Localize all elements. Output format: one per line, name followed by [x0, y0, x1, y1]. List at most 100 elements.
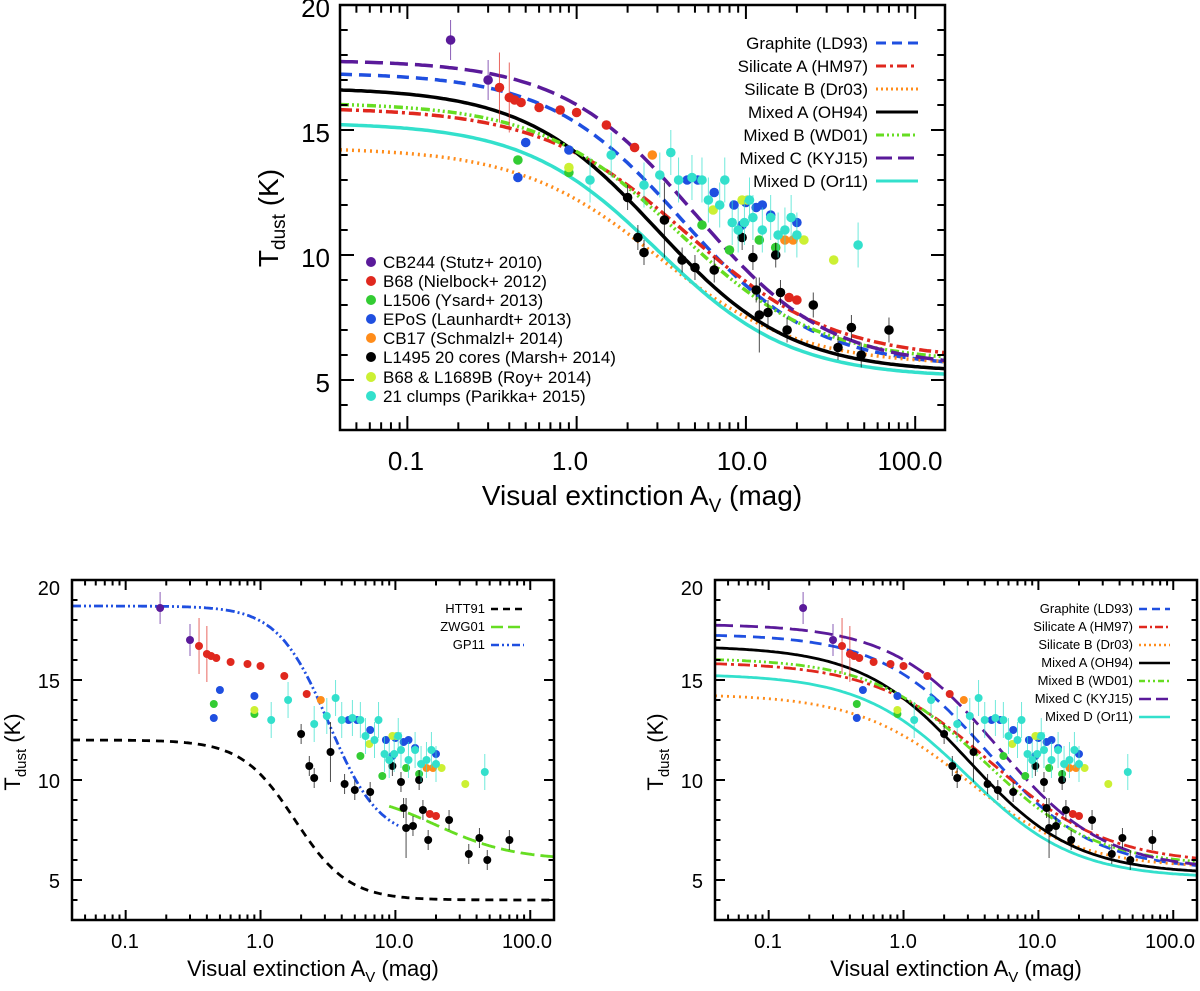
- x-tick-label-bl-2: 10.0: [375, 931, 414, 953]
- data-point-b68-br: [899, 662, 908, 670]
- y-tick-label-top-3: 20: [301, 0, 330, 23]
- data-point-parikka-top: [757, 225, 768, 235]
- legend-dot-epos: [366, 314, 376, 324]
- y-tick-label-bl-3: 20: [38, 578, 60, 600]
- x-tick-label-top-0: 0.1: [388, 446, 424, 476]
- data-point-b68-br: [945, 690, 954, 698]
- data-point-parikka-br: [999, 716, 1008, 724]
- model-curve-graphite-br: [715, 634, 1197, 867]
- data-point-epos-bl: [209, 714, 218, 722]
- data-point-l1506-bl: [209, 700, 218, 708]
- legend-label-zwg01: ZWG01: [440, 619, 485, 634]
- data-point-b68-br: [923, 672, 932, 680]
- data-point-epos-br: [1009, 726, 1018, 734]
- legend-label-l1495: L1495 20 cores (Marsh+ 2014): [383, 348, 616, 367]
- legend-label-silicate-b: Silicate B (Dr03): [744, 80, 868, 99]
- data-point-l1495-top: [856, 350, 866, 360]
- data-point-parikka-bl: [404, 756, 413, 764]
- model-curve-gp-bl: [72, 604, 399, 827]
- data-point-parikka-top: [773, 230, 783, 240]
- data-point-l1495-top: [748, 252, 758, 263]
- legend-dot-b68: [366, 276, 376, 286]
- data-point-l1506-bl: [378, 772, 387, 780]
- data-point-roy-bl: [461, 780, 470, 788]
- data-point-epos-top: [709, 187, 719, 198]
- data-point-b68-br: [869, 658, 878, 666]
- model-curve-mixedA-top: [340, 88, 945, 371]
- data-point-l1495-br: [1148, 836, 1157, 844]
- data-point-b68-bl: [243, 660, 252, 668]
- data-point-parikka-top: [720, 175, 730, 185]
- data-point-l1506-bl: [356, 752, 365, 760]
- data-point-parikka-top: [744, 195, 755, 205]
- y-tick-label-top-1: 10: [301, 243, 330, 273]
- legend-dot-cb17: [366, 333, 376, 343]
- legend-label-parikka: 21 clumps (Parikka+ 2015): [383, 387, 586, 406]
- legend-label-cb244: CB244 (Stutz+ 2010): [383, 253, 542, 272]
- data-point-parikka-top: [853, 240, 863, 250]
- y-tick-label-top-2: 15: [301, 118, 330, 148]
- data-point-l1495-bl: [475, 834, 484, 842]
- x-tick-label-top-3: 100.0: [877, 446, 942, 476]
- x-tick-label-bl-3: 100.0: [502, 931, 552, 953]
- data-point-parikka-br: [1033, 750, 1042, 758]
- data-point-l1495-br: [1118, 834, 1127, 842]
- data-point-parikka-br: [991, 714, 1000, 722]
- data-point-parikka-top: [739, 217, 750, 228]
- data-point-b68-bl: [256, 662, 265, 670]
- data-point-parikka-bl: [480, 768, 489, 776]
- data-point-l1495-br: [953, 774, 962, 782]
- data-point-l1495-br: [983, 780, 992, 788]
- data-point-epos-bl: [381, 736, 390, 744]
- data-point-epos-br: [858, 686, 867, 694]
- data-point-parikka-br: [1037, 732, 1046, 740]
- model-curve-silicateB-top: [340, 148, 945, 364]
- data-point-l1495-br: [969, 748, 978, 756]
- data-point-parikka-br: [974, 694, 983, 702]
- data-point-parikka-br: [1054, 746, 1063, 754]
- legend-label-epos: EPoS (Launhardt+ 2013): [383, 310, 572, 329]
- data-point-epos-br: [893, 692, 902, 700]
- y-tick-label-bl-0: 5: [49, 871, 60, 893]
- data-point-cb244-bl: [156, 604, 165, 612]
- data-point-l1506-top: [754, 235, 765, 245]
- data-point-l1495-bl: [483, 856, 492, 864]
- model-curve-mixedB-br: [715, 658, 1197, 863]
- data-point-l1495-top: [833, 342, 843, 353]
- data-point-parikka-top: [687, 172, 697, 183]
- model-legend-br: Graphite (LD93) Silicate A (HM97) Silica…: [1033, 601, 1170, 724]
- data-point-l1506-br: [1021, 772, 1030, 780]
- data-point-l1495-br: [1040, 778, 1048, 786]
- legend-dot-parikka: [366, 391, 376, 401]
- y-axis-title-bl: Tdust (K): [0, 713, 30, 790]
- data-point-parikka-bl: [394, 732, 403, 740]
- data-point-l1495-bl: [366, 788, 375, 796]
- legend-label-br-mixed-d: Mixed D (Or11): [1045, 709, 1133, 724]
- legend-dot-l1495: [366, 352, 376, 362]
- data-point-l1495-top: [846, 322, 857, 333]
- data-point-cb244-br: [799, 604, 808, 612]
- data-point-parikka-bl: [284, 696, 293, 704]
- data-point-l1495-bl: [445, 816, 454, 824]
- data-point-l1495-top: [770, 250, 781, 260]
- data-point-cb244-top: [483, 75, 493, 85]
- data-point-parikka-br: [1023, 750, 1032, 758]
- data-point-l1495-bl: [326, 748, 335, 756]
- data-point-parikka-bl: [422, 756, 431, 764]
- legend-label-br-mixed-a: Mixed A (OH94): [1041, 655, 1133, 670]
- data-point-roy-bl: [250, 706, 259, 714]
- data-point-roy-br: [1104, 780, 1113, 788]
- data-point-l1506-br: [852, 700, 861, 708]
- data-point-parikka-top: [780, 225, 790, 235]
- data-point-l1495-br: [1088, 816, 1097, 824]
- data-point-b68-top: [629, 142, 640, 153]
- data-point-parikka-top: [714, 200, 725, 210]
- data-point-parikka-top: [748, 212, 758, 223]
- data-point-b68-top: [784, 292, 794, 303]
- data-point-epos-br: [1047, 736, 1056, 744]
- model-curve-silicateA-br: [715, 662, 1197, 860]
- data-point-cb17-top: [647, 150, 658, 160]
- x-tick-label-bl-1: 1.0: [246, 931, 274, 953]
- y-tick-label-br-2: 15: [681, 671, 703, 693]
